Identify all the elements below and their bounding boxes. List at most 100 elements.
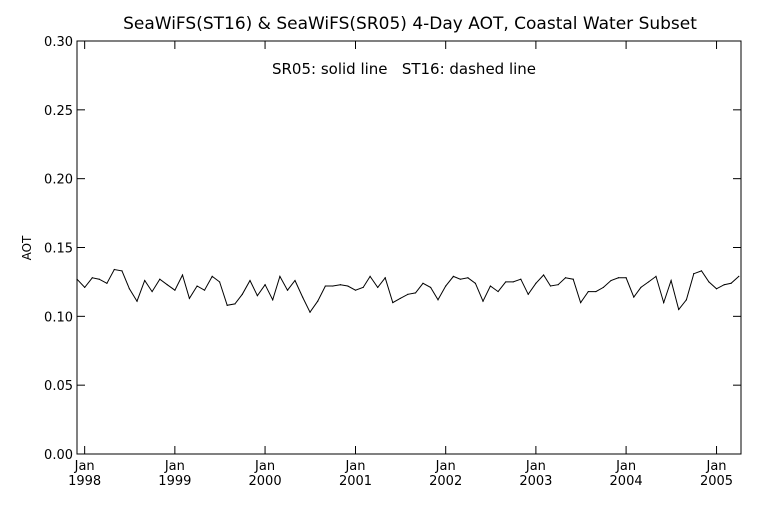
data-point [347,285,349,287]
data-point [234,303,236,305]
x-tick-month-label: Jan [74,459,95,474]
data-point [542,274,545,276]
data-point [467,277,469,279]
x-tick-year-label: 2003 [519,474,552,489]
data-point [640,286,642,289]
data-point [272,299,274,301]
data-point [474,282,476,284]
data-point [520,278,522,280]
x-tick-month-label: Jan [254,459,275,474]
data-point [106,282,108,284]
data-point [369,275,371,278]
x-tick-year-label: 2001 [339,474,372,489]
data-point [249,279,251,282]
x-tick-month-label: Jan [615,459,636,474]
data-point [445,285,447,287]
data-point [203,289,206,291]
data-point [91,277,93,279]
data-point [264,284,266,286]
data-point [738,275,740,278]
data-point [497,290,499,293]
data-point [136,300,138,302]
data-point [166,284,168,286]
data-point [332,285,334,287]
data-point [384,277,386,279]
data-point [218,281,221,283]
data-point [700,270,703,272]
data-point [430,286,432,289]
data-point [633,296,635,298]
data-point [279,275,281,278]
x-tick-year-label: 2002 [429,474,462,489]
data-point [399,297,401,300]
data-point [549,285,552,287]
data-point [535,282,537,284]
data-point [670,279,672,282]
data-point [602,286,604,289]
y-tick-label: 0.30 [44,35,73,50]
data-point [730,282,732,284]
data-point [587,290,589,293]
data-point [309,311,311,313]
x-tick-month-label: Jan [164,459,185,474]
x-tick-year-label: 1998 [68,474,101,489]
data-point [512,281,514,283]
data-point [324,285,326,287]
data-point [286,289,289,291]
data-point [339,284,342,286]
y-tick-label: 0.25 [44,104,73,119]
data-point [121,270,123,272]
data-point [159,278,161,280]
data-point [459,278,461,280]
data-point [685,299,687,301]
data-point [715,288,718,290]
y-axis-label: AOT [20,235,34,260]
x-tick-year-label: 2000 [249,474,282,489]
data-point [557,284,559,286]
data-point [422,282,424,284]
x-tick-month-label: Jan [344,459,365,474]
data-point [211,275,213,278]
data-point [708,281,710,283]
data-point [151,290,153,293]
data-point [226,304,228,306]
data-point [76,278,78,280]
data-point [128,288,130,290]
data-point [181,274,184,276]
data-point [407,293,409,295]
data-point [437,299,439,301]
data-point [144,279,146,282]
series-layer [76,268,740,314]
data-point [655,275,657,278]
data-point [482,300,484,302]
data-point [294,279,296,282]
y-axis: 0.00 0.05 0.10 0.15 0.20 0.25 0.30 [44,35,741,463]
data-point [392,301,394,304]
data-point [302,296,304,298]
data-point [564,277,567,279]
y-tick-label: 0.20 [44,173,73,188]
x-tick-month-label: Jan [706,459,727,474]
data-point [241,293,243,295]
data-point [174,289,176,291]
data-point [256,295,258,297]
x-tick-year-label: 2005 [700,474,733,489]
y-tick-label: 0.00 [44,448,73,463]
data-point [580,301,582,304]
data-point [196,285,198,287]
chart-title: SeaWiFS(ST16) & SeaWiFS(SR05) 4-Day AOT,… [123,14,697,34]
data-point [663,301,665,304]
x-tick-year-label: 1999 [158,474,191,489]
x-tick-month-label: Jan [435,459,456,474]
data-point [354,289,357,291]
data-point [452,275,454,278]
data-point [98,278,100,280]
data-point [723,284,725,286]
y-tick-label: 0.10 [44,310,73,325]
data-point [572,278,574,280]
line-style-note: SR05: solid line ST16: dashed line [272,60,536,78]
data-point [625,277,627,279]
data-point [84,286,86,289]
